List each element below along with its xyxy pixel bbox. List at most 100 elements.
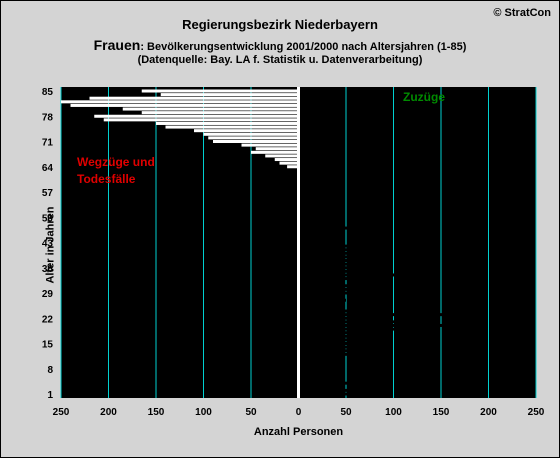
x-tick-label: 100 [385,407,402,418]
y-tick-label: 71 [42,138,54,149]
x-tick-label: 100 [195,407,212,418]
bar-age-55 [298,197,323,201]
y-tick-label: 64 [42,163,54,174]
x-tick-label: 50 [340,407,352,418]
subtitle-lead: Frauen [93,37,141,53]
bar-age-83 [89,96,299,100]
bar-age-21 [298,320,405,324]
bar-age-37 [298,262,365,266]
bar-age-74 [194,129,299,133]
inflow-annotation: Zuzüge [403,90,445,104]
y-tick-label: 78 [42,112,54,123]
bar-age-12 [298,352,349,356]
bar-age-78 [94,114,299,118]
bar-age-63 [298,168,310,172]
bar-age-6 [298,374,332,378]
bar-age-73 [203,132,299,136]
bar-age-43 [298,240,344,245]
bar-age-29 [298,291,384,295]
data-source-note: (Datenquelle: Bay. LA f. Statistik u. Da… [137,54,423,66]
x-axis-label: Anzahl Personen [253,426,344,438]
x-tick-label: 250 [53,407,70,418]
bar-age-76 [156,121,299,125]
bar-age-27 [298,298,346,302]
bar-age-50 [298,215,342,219]
y-tick-label: 8 [47,365,53,376]
bar-age-75 [165,125,299,129]
bar-age-14 [298,345,362,349]
bar-age-10 [298,360,328,364]
bar-age-7 [298,370,345,374]
y-tick-label: 85 [42,87,54,98]
bar-age-54 [298,201,318,205]
bar-age-64 [287,165,299,169]
bar-age-35 [298,269,356,273]
bar-age-72 [208,136,299,140]
y-tick-label: 36 [42,264,54,275]
subtitle-rest: : Bevölkerungsentwicklung 2001/2000 nach… [140,41,467,53]
bar-age-39 [298,255,371,259]
y-tick-label: 22 [42,314,54,325]
bar-age-40 [298,251,365,255]
bar-age-1 [298,392,365,396]
bar-age-59 [298,183,323,187]
bar-age-57 [298,190,308,194]
bar-age-56 [298,194,308,198]
x-tick-label: 250 [528,407,545,418]
grid-lines [60,87,537,398]
y-tick-label: 29 [42,289,54,300]
y-tick-label: 57 [42,188,54,199]
bar-age-71 [213,139,299,144]
bar-age-5 [298,378,332,382]
bar-age-31 [298,284,370,288]
bar-age-34 [298,273,401,277]
axes: 250 200 150 100 50 0 50 100 150 200 25018152229364… [42,87,545,418]
bar-age-11 [298,356,342,360]
bar-age-22 [298,316,380,320]
bar-age-45 [298,233,320,237]
bar-age-15 [298,341,358,346]
outflow-annotation-line1: Wegzüge und [77,155,155,169]
y-tick-label: 50 [42,213,54,224]
chart-title: Regierungsbezirk Niederbayern [182,17,378,32]
bar-age-60 [298,179,337,183]
bars [61,89,444,396]
bar-age-30 [298,287,385,291]
outflow-annotation-line2: Todesfälle [77,172,136,186]
y-tick-label: 1 [47,390,53,401]
bar-age-42 [298,244,361,248]
bar-age-52 [298,208,313,212]
y-tick-label: 43 [42,239,54,250]
bar-age-79 [141,111,299,115]
x-tick-label: 0 [296,407,302,418]
bar-age-2 [298,388,359,392]
x-tick-label: 200 [100,407,117,418]
bar-age-16 [298,338,378,342]
bar-age-9 [298,363,337,367]
bar-age-8 [298,367,345,371]
y-tick-label: 15 [42,340,54,351]
bar-age-66 [274,158,299,162]
bar-age-65 [279,161,299,165]
bar-age-23 [298,313,444,317]
bar-age-85 [141,89,299,93]
bar-age-13 [298,349,370,353]
x-tick-label: 150 [148,407,165,418]
bar-age-70 [241,143,299,147]
chart-subtitle: Frauen: Bevölkerungsentwicklung 2001/200… [1,37,559,53]
copyright-label: © StratCon [493,7,551,19]
x-tick-label: 150 [433,407,450,418]
bar-age-80 [122,107,299,111]
bar-age-67 [265,154,299,158]
bar-age-18 [298,331,381,335]
bar-age-58 [298,186,332,190]
bar-age-48 [298,222,318,226]
bar-age-26 [298,302,337,306]
bar-age-81 [70,103,299,107]
bar-age-17 [298,334,355,338]
bar-age-19 [298,327,440,331]
bar-age-32 [298,280,337,284]
bar-age-20 [298,323,444,327]
bar-age-38 [298,259,375,263]
